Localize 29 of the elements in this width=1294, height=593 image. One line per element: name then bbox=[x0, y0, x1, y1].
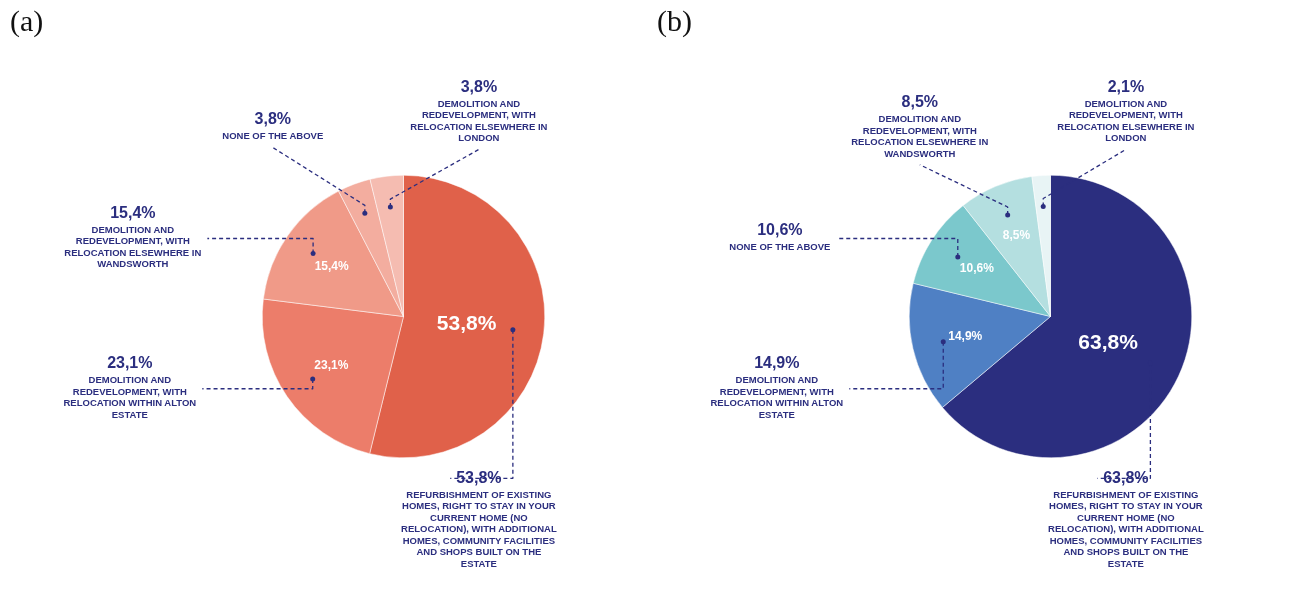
text: 23,1% bbox=[107, 354, 153, 372]
text: 53,8% bbox=[456, 468, 502, 486]
slice-label: DEMOLITION AND REDEVELOPMENT, WITH RELOCATION WITHIN ALTON ESTATE bbox=[63, 374, 197, 420]
chart-title: (a) bbox=[10, 4, 44, 38]
text: 10,6% bbox=[757, 221, 803, 239]
data-label: 2,1% bbox=[1107, 77, 1145, 95]
data-label: 10,6% bbox=[959, 261, 995, 276]
data-label: 15,4% bbox=[314, 258, 349, 273]
chart-title: (b) bbox=[657, 4, 692, 38]
text: 8,5% bbox=[901, 93, 939, 111]
slice-label: DEMOLITION AND REDEVELOPMENT, WITH RELOCATION ELSEWHERE IN WANDSWORTH bbox=[64, 223, 202, 270]
slice-label: NONE OF THE ABOVE bbox=[729, 241, 831, 253]
slice-label: REFURBISHMENT OF EXISTING HOMES, RIGHT TO STAY IN YOUR CURRENT HOME (NO RELOCATION), WITH ADDITIONAL HOMES, COMMUNITY FACILITIES AND SHOPS BUILT ON THE ESTATE bbox=[401, 488, 557, 569]
data-label: 63,8% bbox=[1078, 330, 1139, 354]
text: 15,4% bbox=[110, 203, 156, 221]
text: 63,8% bbox=[1103, 468, 1149, 486]
data-label: 3,8% bbox=[460, 77, 498, 95]
data-label: 8,5% bbox=[1002, 228, 1031, 243]
slice-label: REFURBISHMENT OF EXISTING HOMES, RIGHT TO STAY IN YOUR CURRENT HOME (NO RELOCATION), WITH ADDITIONAL HOMES, COMMUNITY FACILITIES AND SHOPS BUILT ON THE ESTATE bbox=[1048, 488, 1204, 569]
slice-label: DEMOLITION AND REDEVELOPMENT, WITH RELOCATION ELSEWHERE IN LONDON bbox=[410, 97, 548, 144]
data-label: 53,8% bbox=[436, 310, 497, 334]
data-label: 3,8% bbox=[254, 110, 292, 128]
slice-label: NONE OF THE ABOVE bbox=[222, 130, 324, 142]
slice-label: DEMOLITION AND REDEVELOPMENT, WITH RELOCATION WITHIN ALTON ESTATE bbox=[710, 374, 844, 420]
data-label: 14,9% bbox=[948, 328, 983, 343]
slice-label: DEMOLITION AND REDEVELOPMENT, WITH RELOCATION ELSEWHERE IN WANDSWORTH bbox=[851, 113, 989, 159]
slice-label: DEMOLITION AND REDEVELOPMENT, WITH RELOCATION ELSEWHERE IN LONDON bbox=[1057, 97, 1195, 144]
data-label: 23,1% bbox=[314, 358, 349, 373]
text: 14,9% bbox=[754, 354, 800, 372]
